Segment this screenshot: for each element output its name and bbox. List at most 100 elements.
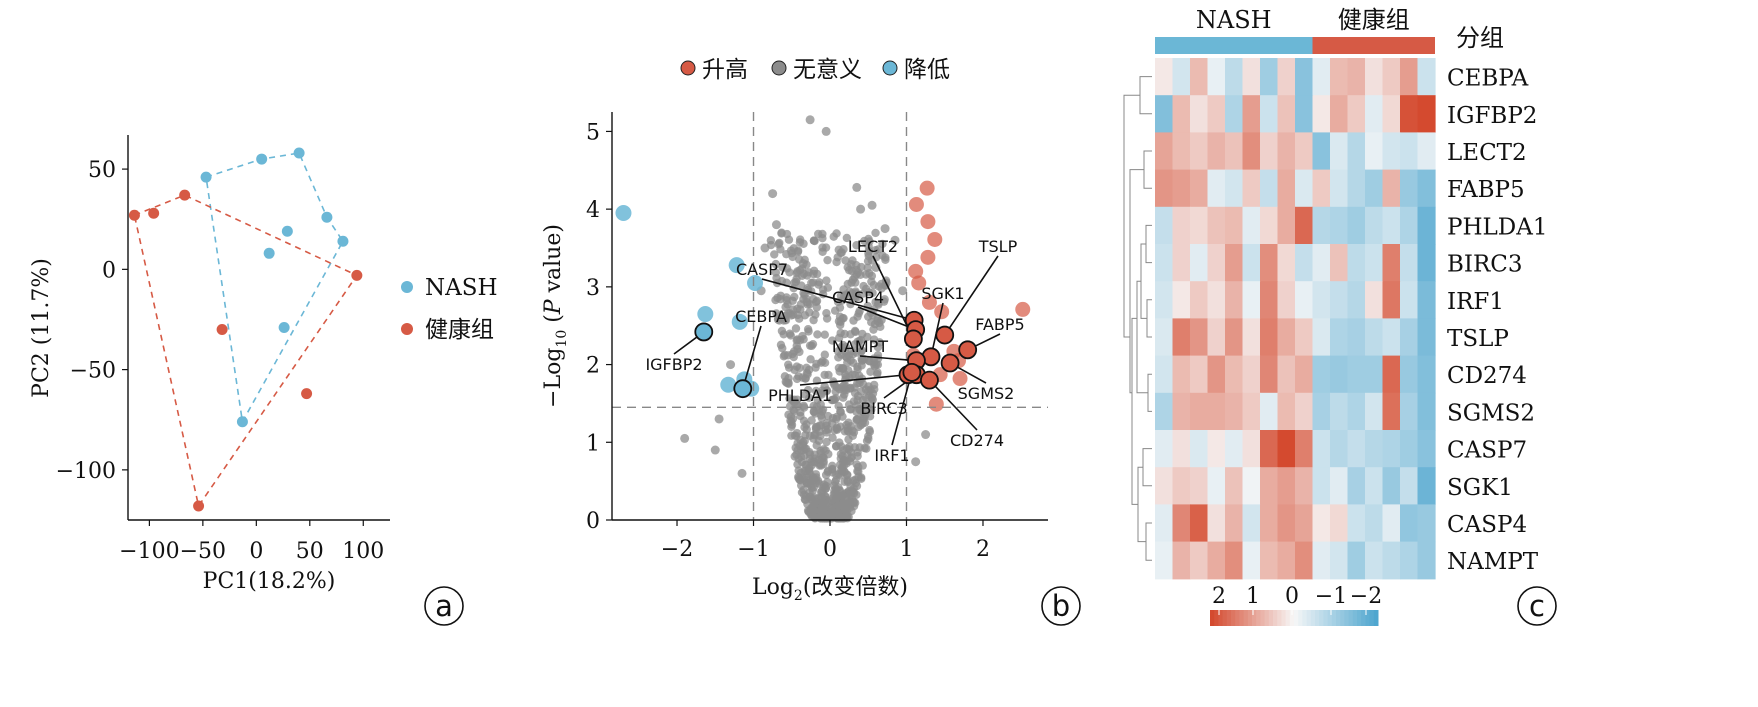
nonsig-point: [795, 363, 804, 373]
dendrogram-branch: [1143, 150, 1152, 189]
heatmap-cell: [1225, 392, 1244, 431]
nonsig-point: [726, 360, 736, 370]
nonsig-point: [846, 490, 855, 500]
nonsig-point: [863, 256, 873, 266]
heatmap-cell: [1207, 244, 1226, 282]
heatmap-cell: [1382, 281, 1401, 319]
heatmap-cell: [1365, 355, 1384, 394]
heatmap-cell: [1225, 132, 1244, 171]
nonsig-point: [781, 316, 791, 325]
gene-label-cebpa: CEBPA: [735, 307, 787, 326]
nonsig-point: [839, 446, 848, 455]
heatmap-cell: [1242, 392, 1261, 431]
heatmap-cell: [1172, 541, 1191, 580]
row-label-casp7: CASP7: [1447, 438, 1527, 464]
heatmap-cell: [1330, 355, 1349, 394]
nonsig-point: [804, 327, 813, 336]
x-tick-label: 100: [342, 539, 384, 564]
heatmap-cell: [1295, 541, 1314, 580]
nonsig-point: [834, 501, 843, 510]
heatmap-cell: [1365, 244, 1384, 282]
row-label-cd274: CD274: [1447, 363, 1527, 389]
nonsig-point: [858, 419, 867, 428]
heatmap-cell: [1172, 169, 1191, 208]
scale-segment: [1298, 610, 1303, 626]
nonsig-point: [819, 459, 828, 469]
nonsig-point: [841, 342, 851, 352]
heatmap-cell: [1400, 169, 1419, 208]
nonsig-point: [770, 250, 779, 259]
heatmap-cell: [1347, 95, 1366, 133]
nonsig-point: [778, 263, 787, 272]
heatmap-cell: [1382, 95, 1401, 133]
heatmap-cell: [1277, 169, 1296, 208]
heatmap-cell: [1312, 318, 1331, 357]
heatmap-cell: [1260, 281, 1279, 319]
gene-point-cebpa: [733, 379, 753, 399]
nonsig-point: [786, 246, 796, 255]
heatmap-cell: [1225, 355, 1244, 394]
gene-point-igfbp2: [694, 322, 714, 342]
gene-label-fabp5: FABP5: [975, 315, 1024, 334]
nonsig-point: [798, 259, 808, 269]
heatmap-cell: [1400, 95, 1419, 133]
heatmap-cell: [1155, 244, 1174, 282]
nonsig-point: [842, 506, 852, 516]
nonsig-point: [860, 236, 869, 246]
y-tick-label: 50: [88, 158, 116, 183]
nonsig-point: [814, 436, 824, 445]
nonsig-point: [784, 360, 793, 369]
legend-label: 降低: [904, 57, 950, 83]
nonsig-point: [737, 468, 747, 478]
nonsig-point: [804, 365, 814, 375]
gene-label-tslp: TSLP: [978, 237, 1018, 256]
nonsig-point: [806, 355, 815, 364]
dendrogram-branch: [1146, 299, 1152, 338]
heatmap-cell: [1260, 169, 1279, 208]
up-point: [928, 396, 944, 412]
heatmap-cell: [1190, 58, 1209, 96]
row-dendrogram: [1123, 76, 1152, 561]
nonsig-point: [862, 444, 871, 453]
heatmap-cell: [1330, 541, 1349, 580]
heatmap-cell: [1417, 244, 1436, 282]
scale-tick-label: −2: [1350, 584, 1382, 609]
gene-leader-line: [944, 255, 999, 336]
nonsig-point: [830, 306, 840, 315]
dendrogram-branch: [1137, 466, 1146, 543]
nonsig-point: [795, 314, 804, 323]
nonsig-point: [791, 324, 801, 333]
nonsig-point: [680, 433, 690, 443]
heatmap-cell: [1347, 206, 1366, 245]
scale-segment: [1289, 610, 1295, 626]
up-point: [1015, 301, 1031, 317]
heatmap-cell: [1417, 355, 1436, 394]
nonsig-point: [777, 326, 787, 336]
heatmap-cell: [1172, 392, 1191, 431]
nonsig-point: [852, 241, 861, 250]
scale-segment: [1235, 610, 1240, 626]
heatmap-cell: [1417, 467, 1436, 505]
nonsig-point: [873, 343, 883, 352]
nonsig-point: [853, 337, 862, 346]
x-tick-label: 1: [899, 537, 913, 562]
scale-segment: [1373, 610, 1379, 626]
dendrogram-branch: [1129, 169, 1144, 394]
pca-point: [236, 416, 248, 428]
heatmap-cell: [1207, 504, 1226, 543]
nonsig-point: [840, 427, 850, 436]
heatmap-cell: [1242, 467, 1261, 505]
scale-segment: [1344, 610, 1350, 626]
panel-c-label: c: [1529, 589, 1545, 623]
scale-segment: [1285, 610, 1291, 626]
heatmap-cell: [1207, 467, 1226, 505]
nonsig-point: [839, 313, 848, 323]
heatmap-cell: [1382, 169, 1401, 208]
heatmap-cell: [1277, 95, 1296, 133]
heatmap-cell: [1400, 318, 1419, 357]
nonsig-point: [817, 502, 827, 511]
heatmap-cell: [1295, 206, 1314, 245]
group-legend-title: 分组: [1456, 24, 1504, 52]
nonsig-point: [811, 409, 820, 418]
heatmap-cell: [1242, 318, 1261, 357]
